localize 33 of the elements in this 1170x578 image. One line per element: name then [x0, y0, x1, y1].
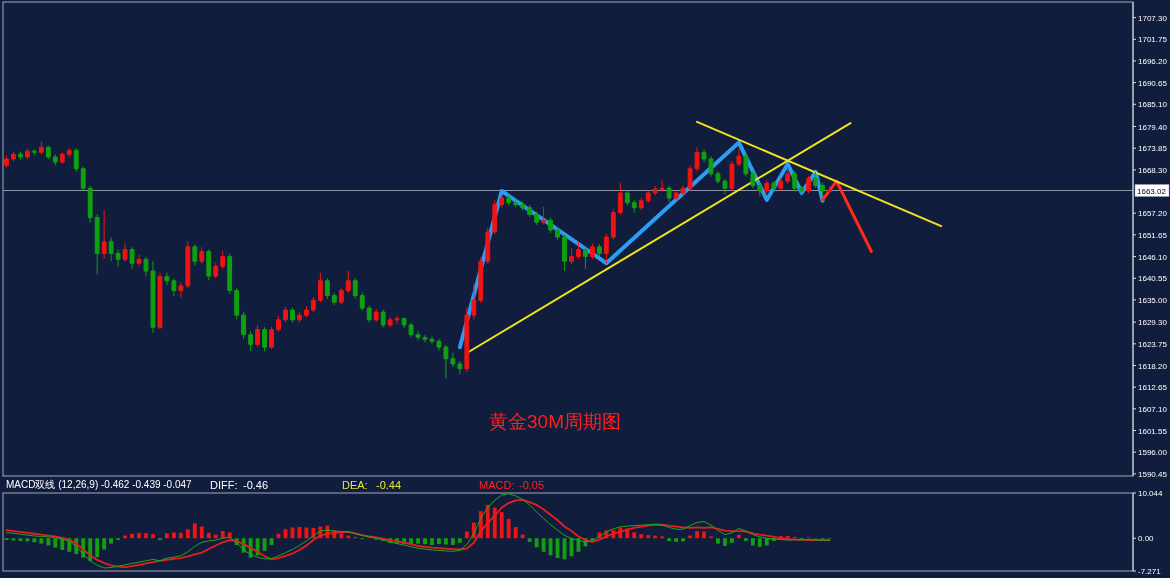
text: 黄金30M周期图 [489, 411, 621, 432]
ref-line-label: 1663.02 [1137, 186, 1167, 196]
y-tick-label: 1685.10 [1138, 100, 1168, 110]
chart-title: MACD双线 (12,26,9) -0.462 -0.439 -0.047 [6, 479, 193, 490]
y-tick-label: 1618.20 [1138, 361, 1168, 371]
y-tick-label: 1657.20 [1138, 209, 1168, 219]
y-tick-label: 1646.10 [1138, 252, 1168, 262]
y-tick-label: 1601.55 [1138, 426, 1168, 436]
y-tick-label: 1696.20 [1138, 56, 1168, 66]
y-tick-label: 1590.45 [1138, 469, 1168, 479]
y-tick-label: 1707.30 [1138, 13, 1168, 23]
y-tick-label: 1673.85 [1138, 144, 1168, 154]
text: DEA: [342, 479, 368, 491]
y-tick-label: 1612.65 [1138, 383, 1168, 393]
y-tick-label: 1623.75 [1138, 339, 1168, 349]
text: -0.44 [376, 479, 402, 491]
y-tick-label: 1596.00 [1138, 448, 1168, 458]
text: MACD: [479, 479, 515, 491]
y-tick-label: -7.271 [1138, 567, 1162, 576]
y-tick-label: 1640.55 [1138, 274, 1168, 284]
y-tick-label: 1668.30 [1138, 165, 1168, 175]
text: DIFF: [210, 479, 238, 491]
y-tick-label: 1607.10 [1138, 404, 1168, 414]
y-tick-label: 1690.65 [1138, 78, 1168, 88]
y-tick-label: 0.00 [1138, 534, 1155, 544]
y-tick-label: 1701.75 [1138, 35, 1168, 45]
text: -0.05 [519, 479, 545, 491]
y-tick-label: 1635.00 [1138, 295, 1168, 305]
y-tick-label: 1629.30 [1138, 318, 1168, 328]
y-tick-label: 1679.40 [1138, 122, 1168, 132]
y-tick-label: 10.044 [1138, 489, 1164, 498]
y-tick-label: 1651.65 [1138, 230, 1168, 240]
text: -0.46 [243, 479, 269, 491]
